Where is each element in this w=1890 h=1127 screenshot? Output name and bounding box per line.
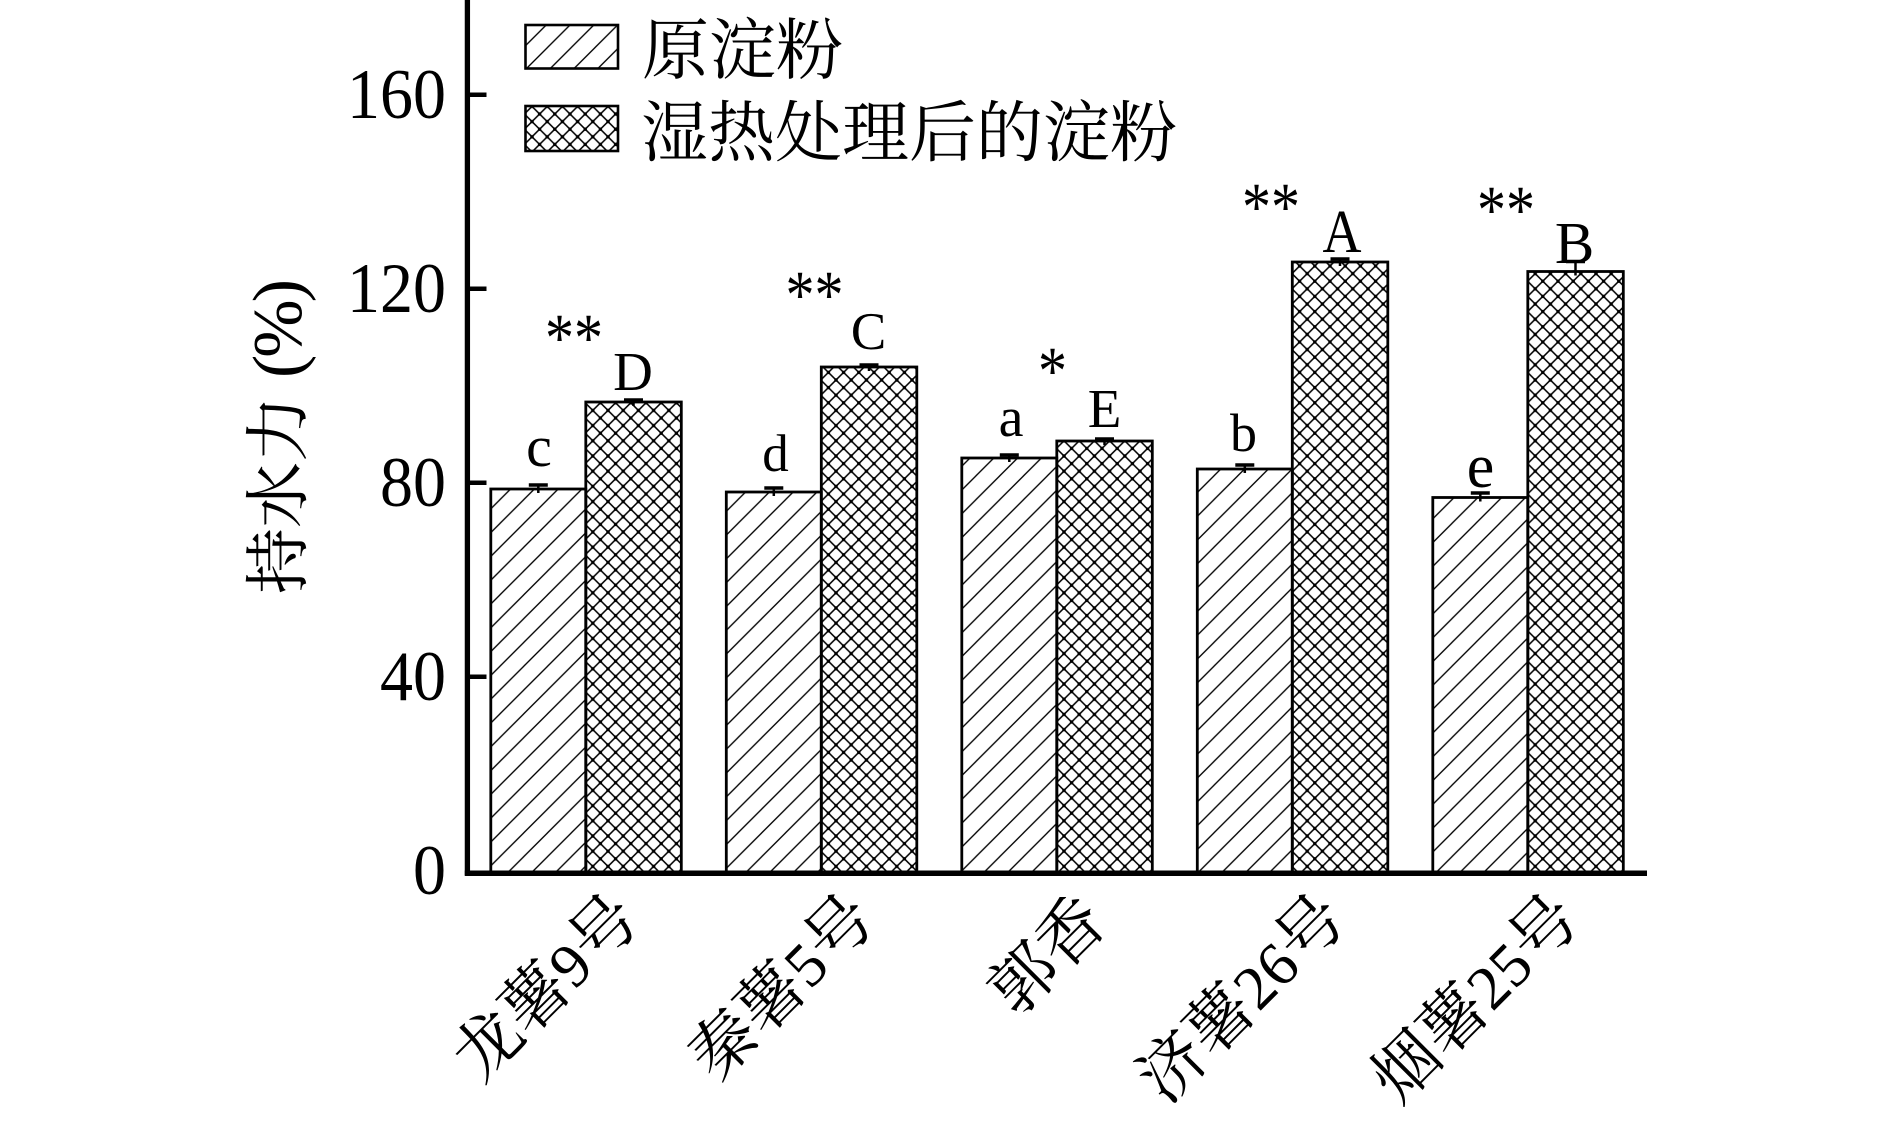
svg-text:C: C	[851, 303, 886, 361]
svg-text:a: a	[999, 387, 1024, 449]
svg-text:**: **	[786, 257, 844, 334]
svg-text:d: d	[762, 425, 789, 483]
svg-text:**: **	[1477, 172, 1535, 249]
svg-text:B: B	[1555, 210, 1594, 276]
svg-text:c: c	[526, 414, 552, 479]
svg-text:A: A	[1323, 199, 1362, 266]
svg-text:0: 0	[413, 831, 446, 910]
svg-text:E: E	[1088, 378, 1122, 439]
svg-text:40: 40	[380, 637, 446, 716]
svg-text:120: 120	[347, 249, 446, 328]
svg-text:D: D	[613, 341, 653, 402]
svg-text:80: 80	[380, 443, 446, 522]
svg-text:(%): (%)	[240, 281, 317, 378]
svg-text:**: **	[545, 300, 603, 377]
svg-text:e: e	[1467, 433, 1495, 501]
svg-text:**: **	[1242, 169, 1300, 246]
svg-text:*: *	[1038, 333, 1067, 410]
svg-text:b: b	[1230, 403, 1257, 463]
svg-text:160: 160	[347, 55, 446, 134]
